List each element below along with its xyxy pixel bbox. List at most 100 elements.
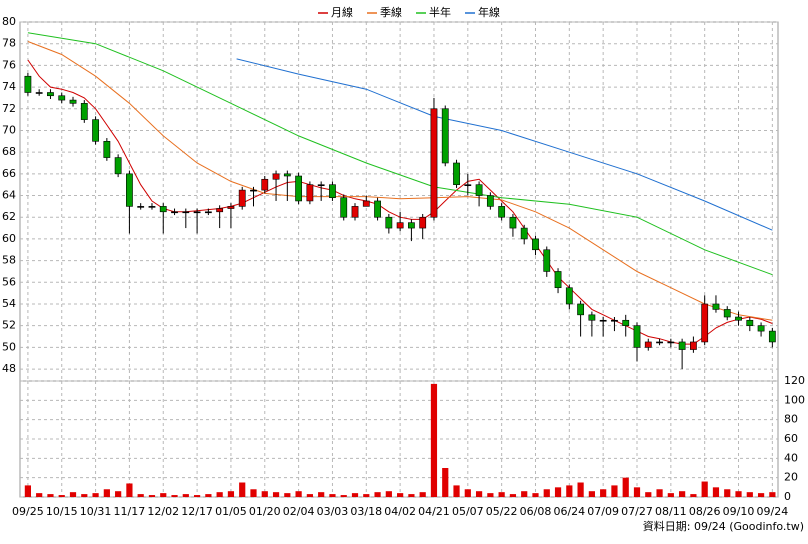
candle-body [509, 216, 517, 229]
y-tick-label: 70 [2, 123, 16, 136]
candle-body [137, 206, 145, 208]
candle-body [24, 75, 32, 93]
moving-average-line [27, 32, 773, 276]
volume-bar [622, 477, 629, 497]
volume-bar [656, 489, 663, 497]
x-tick-label: 12/17 [181, 505, 213, 518]
volume-bar [24, 485, 31, 497]
x-tick-label: 05/07 [452, 505, 484, 518]
volume-bar [442, 468, 449, 497]
volume-bar [430, 383, 438, 497]
volume-tick-label: 120 [784, 374, 805, 387]
candle-body [193, 211, 201, 214]
candle-body [351, 206, 359, 218]
y-tick-label: 74 [2, 80, 16, 93]
candle-body [148, 206, 156, 208]
candle-body [554, 271, 562, 289]
candle-body [486, 195, 494, 207]
candle-body [272, 173, 280, 180]
candle-body [735, 316, 742, 321]
volume-bar [701, 481, 708, 497]
y-tick-label: 54 [2, 297, 16, 310]
y-tick-label: 76 [2, 58, 16, 71]
volume-bar [453, 485, 460, 497]
candle-body [430, 108, 438, 218]
volume-bar [306, 494, 313, 497]
candle-body [114, 157, 122, 175]
volume-bar [509, 494, 517, 497]
volume-tick-label: 0 [784, 490, 791, 503]
x-tick-label: 04/21 [418, 505, 450, 518]
y-tick-label: 56 [2, 275, 16, 288]
candle-body [520, 227, 528, 240]
moving-average-line [236, 58, 773, 231]
volume-bar [724, 489, 731, 497]
volume-bar [351, 493, 359, 497]
volume-bar [419, 492, 426, 497]
candle-body [701, 303, 709, 343]
candle-body [656, 341, 663, 344]
candle-body [69, 99, 77, 104]
volume-bar [284, 493, 291, 497]
volume-bar [633, 487, 641, 497]
candle-body [35, 92, 43, 94]
volume-bar [363, 494, 370, 497]
y-tick-label: 80 [2, 15, 16, 28]
volume-bar [148, 495, 156, 497]
volume-bar [115, 491, 122, 497]
volume-bar [239, 482, 246, 497]
x-tick-label: 10/15 [46, 505, 78, 518]
candle-body [633, 325, 641, 348]
volume-bar [69, 492, 77, 497]
volume-bar [735, 491, 742, 497]
candle-body [667, 341, 675, 344]
y-tick-label: 62 [2, 210, 16, 223]
candle-body [362, 200, 370, 207]
volume-bar [611, 485, 618, 497]
candle-body [746, 319, 754, 326]
legend-label: 月線 [331, 5, 353, 19]
volume-bar [92, 493, 99, 497]
candle-body [216, 208, 224, 213]
candle-body [103, 141, 111, 158]
legend-label: 季線 [380, 5, 402, 19]
candle-body [757, 325, 765, 332]
candle-body [261, 178, 269, 191]
volume-bar [205, 494, 212, 497]
x-tick-label: 01/05 [215, 505, 247, 518]
x-tick-label: 12/02 [147, 505, 179, 518]
legend-label: 年線 [478, 5, 500, 19]
x-tick-label: 06/08 [520, 505, 552, 518]
candle-body [317, 184, 325, 186]
volume-bar [216, 492, 223, 497]
volume-bar [160, 493, 167, 497]
volume-tick-label: 60 [784, 432, 798, 445]
volume-bar [272, 492, 280, 497]
volume-bar [746, 492, 753, 497]
volume-bar [679, 491, 686, 497]
candle-body [283, 173, 291, 177]
y-tick-label: 78 [2, 37, 16, 50]
volume-bar [712, 487, 720, 497]
volume-bar [600, 489, 607, 497]
legend-label: 半年 [429, 5, 451, 19]
x-tick-label: 05/22 [486, 505, 518, 518]
volume-bar [295, 491, 302, 497]
volume-bar [58, 495, 65, 497]
volume-bar [498, 492, 505, 497]
candle-body [588, 314, 596, 321]
volume-bar [532, 493, 539, 497]
candle-body [712, 303, 720, 310]
y-tick-label: 66 [2, 167, 16, 180]
volume-bar [374, 492, 381, 497]
y-tick-label: 72 [2, 102, 16, 115]
volume-bar [397, 493, 404, 497]
volume-bar [47, 494, 54, 497]
volume-bar [521, 491, 528, 497]
volume-bar [137, 494, 144, 497]
volume-bar [667, 493, 674, 497]
y-tick-label: 50 [2, 340, 16, 353]
volume-bar [81, 494, 88, 497]
volume-bar [475, 491, 483, 497]
volume-bar [757, 493, 765, 497]
